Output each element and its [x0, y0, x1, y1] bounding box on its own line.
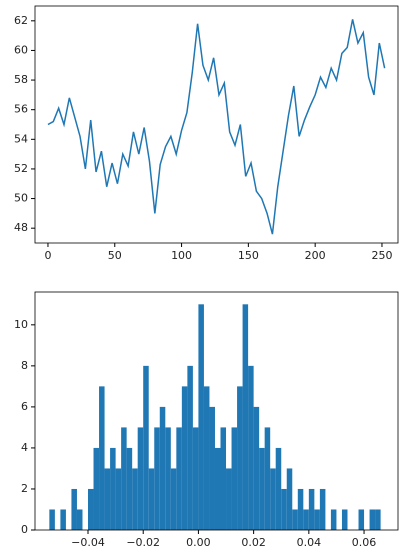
- bar: [253, 406, 260, 530]
- bar: [137, 427, 144, 530]
- bar: [110, 447, 116, 530]
- bar: [248, 365, 254, 530]
- x-tick-label: 150: [238, 249, 259, 262]
- bar: [60, 509, 66, 530]
- bar: [71, 488, 77, 530]
- bar: [220, 427, 227, 530]
- y-tick-label: 48: [14, 221, 28, 234]
- x-tick-label: 250: [371, 249, 392, 262]
- bar: [159, 406, 166, 530]
- y-tick-label: 62: [14, 14, 28, 27]
- bar: [203, 386, 210, 530]
- x-tick-label: 50: [108, 249, 122, 262]
- bar: [314, 509, 320, 530]
- bar: [264, 427, 271, 530]
- axes-frame: [34, 291, 399, 531]
- bar: [275, 447, 282, 530]
- bar: [242, 304, 249, 530]
- y-tick-label: 10: [14, 318, 28, 331]
- x-tick-label: 0.02: [241, 536, 266, 549]
- bar: [297, 488, 304, 530]
- bar: [270, 468, 276, 530]
- bar: [341, 509, 348, 530]
- bar: [192, 427, 199, 530]
- bar: [226, 468, 232, 530]
- y-tick-label: 60: [14, 43, 28, 56]
- bar: [132, 468, 138, 530]
- bar: [237, 386, 243, 530]
- bar: [286, 468, 293, 530]
- y-tick-label: 4: [21, 441, 28, 454]
- bar: [49, 509, 55, 530]
- x-tick-label: 0.06: [352, 536, 377, 549]
- bar: [209, 406, 215, 530]
- bar: [154, 427, 160, 530]
- bar: [330, 509, 337, 530]
- y-tick-label: 58: [14, 73, 28, 86]
- bar: [181, 386, 188, 530]
- y-tick-label: 54: [14, 132, 28, 145]
- y-tick-label: 2: [21, 482, 28, 495]
- bar: [308, 488, 315, 530]
- x-tick-label: 100: [171, 249, 192, 262]
- bar: [99, 386, 105, 530]
- bar: [319, 488, 326, 530]
- y-tick-label: 50: [14, 192, 28, 205]
- bar: [170, 468, 177, 530]
- bar: [292, 509, 298, 530]
- bar: [187, 365, 193, 530]
- bar: [126, 447, 133, 530]
- bar: [143, 365, 149, 530]
- bar: [93, 447, 100, 530]
- bar: [281, 488, 287, 530]
- y-tick-label: 52: [14, 162, 28, 175]
- bar: [214, 447, 221, 530]
- bar: [375, 509, 381, 530]
- bar: [88, 488, 94, 530]
- bar: [358, 509, 365, 530]
- x-tick-label: 0.04: [297, 536, 322, 549]
- bar: [231, 427, 238, 530]
- y-tick-label: 0: [21, 523, 28, 536]
- bar: [76, 509, 83, 530]
- y-tick-label: 6: [21, 400, 28, 413]
- x-tick-label: 200: [305, 249, 326, 262]
- bar: [259, 447, 265, 530]
- bar: [303, 509, 309, 530]
- bar: [165, 427, 171, 530]
- bar: [369, 509, 376, 530]
- x-tick-label: −0.04: [71, 536, 105, 549]
- x-tick-label: −0.02: [126, 536, 160, 549]
- x-tick-label: 0: [44, 249, 51, 262]
- bar: [198, 304, 204, 530]
- bar: [148, 468, 155, 530]
- x-tick-label: 0.00: [186, 536, 211, 549]
- bar: [115, 468, 122, 530]
- y-tick-label: 56: [14, 103, 28, 116]
- bar: [104, 468, 111, 530]
- bar: [176, 427, 182, 530]
- bar: [121, 427, 127, 530]
- y-tick-label: 8: [21, 359, 28, 372]
- axes-frame: [34, 5, 399, 244]
- line: [47, 19, 386, 235]
